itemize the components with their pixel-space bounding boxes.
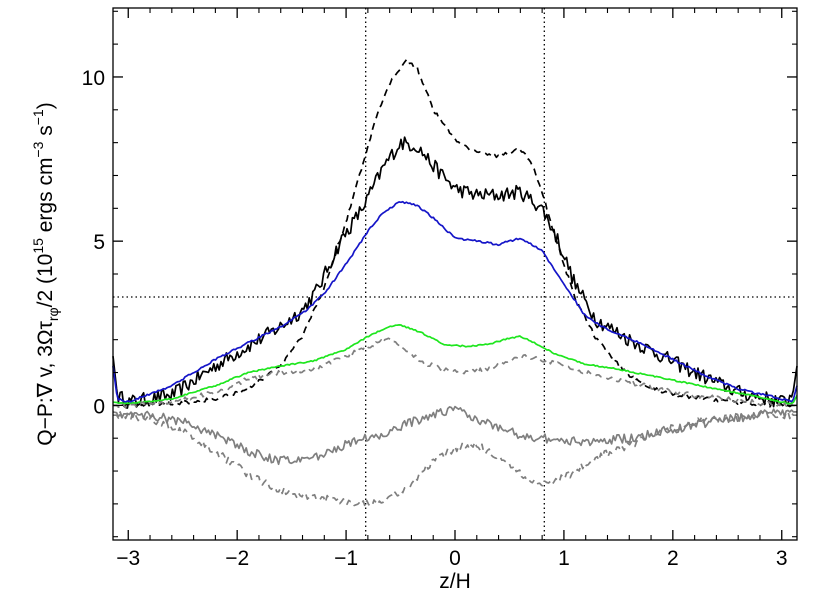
tick-labels: −3 −2 −1 0 1 2 3 0 5 10 bbox=[82, 67, 788, 570]
y-label-exponent-2: −3 bbox=[30, 141, 46, 157]
x-tick-label: 2 bbox=[667, 547, 679, 570]
x-tick-label: −3 bbox=[116, 547, 140, 570]
ticks bbox=[113, 8, 797, 540]
x-tick-label: −2 bbox=[225, 547, 249, 570]
x-tick-label: 3 bbox=[776, 547, 788, 570]
y-label-unit-a: ergs cm bbox=[34, 158, 57, 239]
y-tick-label: 0 bbox=[93, 395, 105, 418]
y-tick-label: 10 bbox=[82, 67, 105, 90]
y-label-prefix: Q−P:∇ v, 3Ωτ bbox=[34, 320, 57, 445]
series-layer bbox=[112, 58, 798, 508]
x-tick-label: 1 bbox=[558, 547, 570, 570]
y-label-mid: /2 (10 bbox=[34, 254, 57, 308]
x-tick-label: −1 bbox=[334, 547, 358, 570]
series-line-6 bbox=[112, 405, 797, 466]
series-line-5 bbox=[113, 337, 797, 409]
series-line-7 bbox=[113, 410, 797, 508]
series-line-2 bbox=[113, 58, 797, 408]
series-line-4 bbox=[112, 324, 798, 405]
reference-lines bbox=[113, 8, 797, 540]
y-label-exponent-1: 15 bbox=[30, 238, 46, 254]
x-tick-label: 0 bbox=[449, 547, 461, 570]
y-label-unit-b: s bbox=[34, 125, 57, 141]
series-line-3 bbox=[112, 200, 798, 404]
y-label-suffix: ) bbox=[34, 102, 57, 109]
y-tick-label: 5 bbox=[93, 231, 105, 254]
y-label-subscript: rφ bbox=[45, 307, 61, 321]
y-label-exponent-3: −1 bbox=[30, 109, 46, 125]
y-axis-label: Q−P:∇ v, 3Ωτrφ/2 (1015 ergs cm−3 s−1) bbox=[30, 102, 61, 445]
x-axis-label: z/H bbox=[439, 570, 471, 593]
